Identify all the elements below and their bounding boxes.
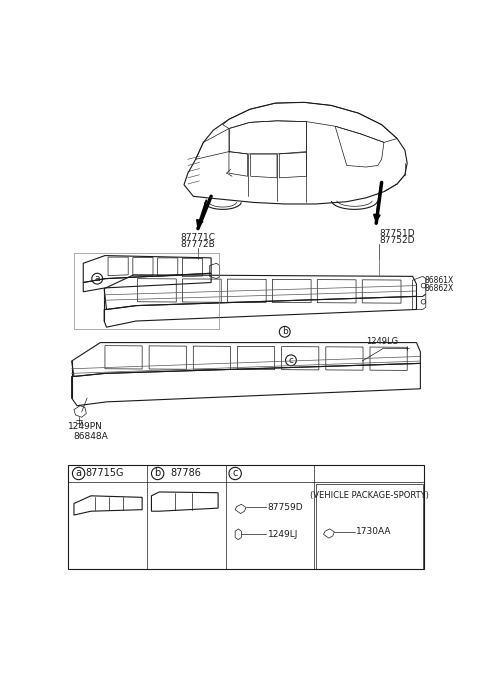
Text: 87771C: 87771C: [180, 233, 216, 241]
Text: 86848A: 86848A: [73, 432, 108, 441]
Text: 87772B: 87772B: [180, 239, 216, 248]
Text: 1249LJ: 1249LJ: [268, 530, 298, 539]
Text: a: a: [75, 469, 82, 478]
Text: 1249PN: 1249PN: [68, 422, 103, 431]
Text: 1730AA: 1730AA: [356, 528, 392, 536]
Text: 87715G: 87715G: [86, 469, 124, 478]
Text: 87751D: 87751D: [379, 228, 415, 238]
Text: 86862X: 86862X: [424, 284, 454, 293]
Text: b: b: [155, 469, 161, 478]
Text: 1249LG: 1249LG: [366, 338, 398, 346]
Text: c: c: [232, 469, 238, 478]
Text: (VEHICLE PACKAGE-SPORTY): (VEHICLE PACKAGE-SPORTY): [310, 491, 429, 500]
Text: b: b: [282, 327, 288, 336]
Text: 87786: 87786: [170, 469, 201, 478]
Text: c: c: [288, 356, 293, 365]
Text: 87759D: 87759D: [268, 503, 303, 512]
Text: 86861X: 86861X: [424, 276, 454, 285]
Text: a: a: [95, 274, 100, 283]
Text: 87752D: 87752D: [379, 236, 415, 245]
